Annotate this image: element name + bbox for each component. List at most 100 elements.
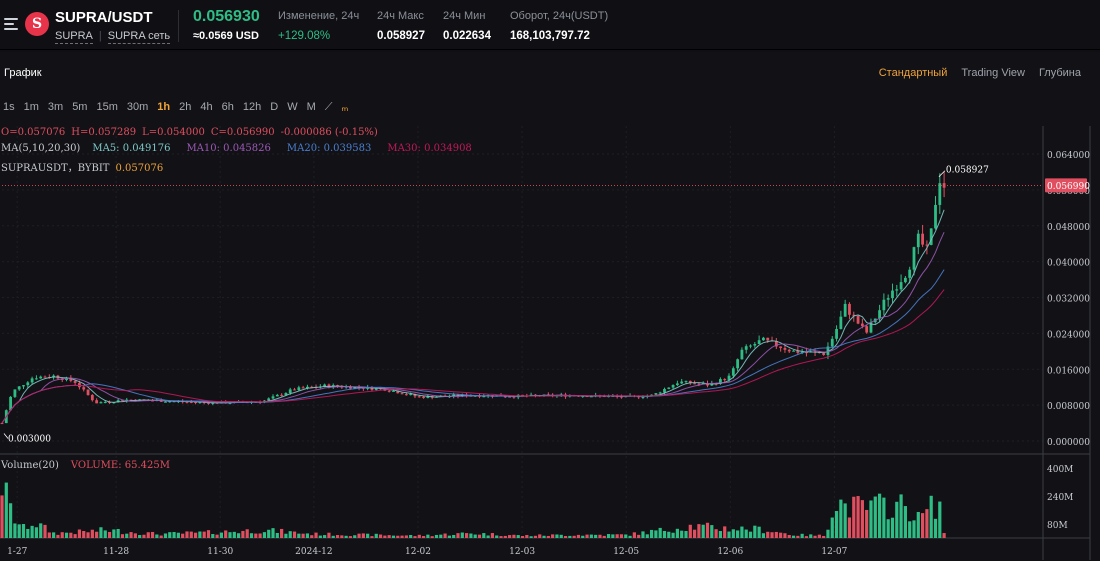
volume-bar — [671, 532, 675, 538]
volume-bar — [684, 531, 688, 538]
volume-bar — [150, 531, 155, 538]
interval-d[interactable]: D — [270, 101, 279, 113]
volume-bar — [116, 528, 120, 538]
chart-panel: График Стандартный Trading View Глубина … — [0, 52, 1100, 561]
menu-icon[interactable] — [4, 18, 18, 30]
interval-m[interactable]: M — [306, 101, 316, 113]
candle-body — [731, 368, 735, 376]
volume-tick-label: 80M — [1047, 521, 1068, 531]
volume-bar — [267, 529, 271, 538]
interval-6h[interactable]: 6h — [221, 101, 234, 113]
volume-bar — [456, 533, 460, 538]
candlestick-chart[interactable]: 0.0640000.0560000.0480000.0400000.032000… — [0, 124, 1100, 561]
candle-body — [826, 346, 830, 355]
base-coin-link[interactable]: SUPRA — [55, 30, 93, 44]
tab-standard[interactable]: Стандартный — [878, 67, 948, 79]
volume-bar — [877, 493, 882, 538]
interval-30m[interactable]: 30m — [126, 101, 149, 113]
volume-bar — [426, 534, 430, 538]
volume-bar — [443, 533, 447, 538]
volume-value: VOLUME: 65.425M — [70, 460, 170, 471]
candle-body — [899, 282, 903, 290]
high-marker-label: 0.058927 — [946, 166, 989, 176]
volume-bar — [723, 526, 727, 538]
volume-bar — [495, 535, 499, 538]
candle-body — [916, 233, 920, 248]
candle-body — [934, 204, 937, 229]
candle-body — [168, 401, 172, 403]
volume-bar — [56, 534, 60, 538]
volume-bar — [366, 533, 370, 538]
interval-5m[interactable]: 5m — [72, 101, 88, 113]
interval-3m[interactable]: 3m — [47, 101, 64, 113]
candle-body — [787, 349, 791, 352]
interval-12h[interactable]: 12h — [242, 101, 262, 113]
candle-body — [323, 384, 327, 387]
volume-bar — [585, 534, 589, 538]
volume-bar — [387, 535, 391, 538]
volume-bar — [163, 533, 168, 538]
volume-bar — [168, 532, 172, 538]
network-link[interactable]: SUPRA сеть — [107, 30, 171, 44]
volume-bar — [176, 532, 180, 538]
volume-bar — [736, 530, 740, 538]
interval-1m[interactable]: 1m — [23, 101, 39, 113]
volume-bar — [486, 535, 490, 538]
interval-w[interactable]: W — [287, 101, 298, 113]
tab-depth[interactable]: Глубина — [1038, 67, 1081, 79]
price-tick-label: 0.040000 — [1047, 259, 1090, 269]
candle-body — [792, 350, 795, 352]
stat-change-value: +129.08% — [278, 30, 331, 42]
interval-2h[interactable]: 2h — [179, 101, 192, 113]
candle-body — [284, 393, 288, 396]
candle-body — [521, 394, 524, 396]
interval-4h[interactable]: 4h — [200, 101, 213, 113]
candle-body — [869, 322, 873, 333]
candle-body — [774, 341, 778, 347]
ma30-value: MA30: 0.034908 — [387, 143, 472, 154]
candle-body — [938, 183, 942, 205]
ticker-header: S SUPRA/USDT SUPRA | SUPRA сеть 0.056930… — [0, 0, 1100, 50]
candle-body — [35, 378, 38, 380]
candle-body — [727, 375, 731, 380]
interval-15m[interactable]: 15m — [96, 101, 118, 113]
interval-bar: 1s 1m 3m 5m 15m 30m 1h 2h 4h 6h 12h D W … — [3, 101, 357, 114]
volume-bar — [396, 535, 400, 538]
interval-1s[interactable]: 1s — [3, 101, 15, 113]
volume-bar — [86, 532, 90, 538]
candle-body — [95, 400, 99, 404]
last-price-tag — [1045, 178, 1087, 193]
candle-body — [693, 383, 696, 385]
volume-bar — [568, 535, 572, 538]
volume-bar — [882, 497, 886, 538]
volume-bar — [581, 535, 585, 538]
candle-body — [417, 396, 421, 398]
volume-bar — [718, 531, 723, 538]
interval-1h[interactable]: 1h — [157, 101, 171, 113]
time-tick-label: 12-03 — [509, 547, 535, 557]
volume-bar — [787, 534, 791, 538]
volume-bar — [447, 535, 451, 538]
legend-open: O=0.057076 — [1, 127, 66, 138]
candle-body — [839, 316, 843, 329]
time-tick-label: 1-27 — [7, 547, 27, 557]
volume-bar — [430, 536, 434, 538]
tab-trading-view[interactable]: Trading View — [961, 67, 1025, 79]
volume-bar — [452, 534, 456, 538]
volume-bar — [331, 535, 335, 538]
volume-bar — [353, 535, 357, 538]
candle-body — [766, 337, 770, 341]
candlestick-icon[interactable]: ₘ — [341, 102, 349, 114]
volume-bar — [796, 535, 800, 538]
price-tick-label: 0.064000 — [1047, 151, 1090, 161]
volume-bar — [886, 519, 890, 538]
line-chart-icon[interactable]: ⟋ — [324, 101, 333, 113]
candle-body — [891, 290, 894, 299]
time-tick-label: 12-05 — [613, 547, 639, 557]
volume-bar — [107, 531, 112, 538]
candle-body — [116, 400, 120, 403]
time-tick-label: 11-30 — [207, 547, 233, 557]
volume-bar — [890, 517, 895, 538]
candle-body — [121, 400, 124, 402]
volume-bar — [692, 529, 697, 538]
